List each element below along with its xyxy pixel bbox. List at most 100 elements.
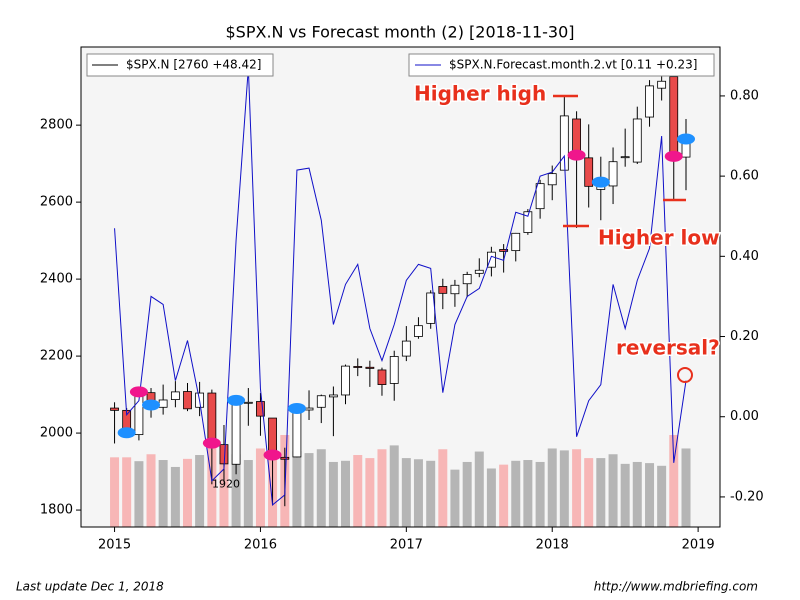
volume-bar (413, 459, 423, 527)
candle-body (280, 456, 290, 460)
candle-body (645, 85, 654, 118)
volume-bar (669, 435, 679, 527)
volume-bar (523, 460, 533, 527)
candle-body (256, 401, 265, 417)
volume-bar (195, 455, 205, 527)
y2-tick-label: 0.00 (730, 409, 759, 424)
candle-body (657, 80, 667, 89)
candle-body (547, 173, 557, 186)
volume-bar (620, 463, 630, 527)
candle-body (328, 394, 338, 398)
signal-marker (567, 149, 586, 161)
volume-bar (304, 453, 314, 527)
y-tick-label: 2600 (40, 195, 73, 210)
candle-body (632, 118, 642, 163)
volume-bar (462, 461, 472, 527)
y-tick-label: 2200 (40, 349, 73, 364)
y-tick-label: 2800 (40, 118, 73, 133)
candle-body (474, 269, 484, 274)
candle-body (669, 76, 679, 160)
signal-marker (227, 394, 246, 406)
candle-body (401, 340, 411, 357)
y-tick-label: 2000 (40, 426, 73, 441)
volume-bar (547, 448, 557, 527)
legend-label: $SPX.N.Forecast.month.2.vt [0.11 +0.23] (449, 58, 697, 72)
candle-body (170, 391, 180, 400)
volume-bar (584, 458, 594, 527)
signal-marker (287, 402, 306, 414)
plot (110, 67, 696, 527)
legend-right (408, 53, 715, 77)
candle-body (365, 366, 375, 369)
volume-bar (681, 448, 691, 527)
plot-frame (80, 46, 721, 528)
volume-bar (474, 451, 484, 527)
annotation: Higher low (598, 226, 720, 250)
signal-marker (664, 150, 683, 162)
candle-body (486, 251, 496, 268)
volume-bar (170, 466, 180, 527)
candle-body (110, 407, 119, 411)
signal-marker (591, 176, 610, 188)
forecast-line (114, 67, 687, 506)
candle-body (243, 401, 253, 404)
candle-body (231, 402, 241, 465)
volume-bar (365, 458, 375, 527)
annotation: Higher high (414, 82, 546, 106)
candle-body (462, 274, 472, 285)
candle-body (341, 365, 350, 396)
volume-bar (645, 463, 655, 527)
volume-bar (353, 455, 363, 527)
volume-bar (511, 460, 521, 527)
candle-body (511, 232, 521, 252)
volume-bar (110, 457, 120, 527)
volume-bar (572, 449, 582, 527)
footer-right: http://www.mdbriefing.com (594, 580, 758, 594)
volume-bar (535, 461, 545, 527)
candle-body (158, 399, 168, 408)
candle-body (584, 157, 594, 187)
volume-bar (486, 468, 496, 527)
volume-bar (401, 458, 411, 527)
candle-body (535, 183, 545, 210)
volume-bar (219, 452, 229, 527)
candle-body (523, 211, 533, 233)
candle-body (353, 366, 363, 368)
volume-bar (438, 449, 448, 527)
volume-bar (316, 449, 326, 527)
x-tick-label: 2015 (98, 538, 131, 553)
volume-bar (377, 449, 387, 527)
candle-body (450, 284, 460, 295)
volume-bar (292, 451, 302, 527)
volume-bar (450, 469, 460, 527)
candle-body (389, 356, 399, 384)
volume-bar (559, 450, 569, 527)
volume-bar (389, 445, 399, 527)
signal-marker (677, 133, 696, 145)
candle-body (608, 161, 618, 187)
volume-bar (134, 461, 144, 527)
candle-body (304, 407, 314, 411)
candle-body (499, 249, 509, 252)
signal-marker (263, 449, 282, 461)
y2-tick-label: 0.20 (730, 329, 759, 344)
y2-tick-label: -0.20 (730, 489, 764, 504)
candle-body (207, 392, 217, 445)
volume-bar (608, 454, 618, 527)
legend-left (86, 53, 274, 77)
plot-area (81, 47, 720, 527)
y2-tick-label: 0.60 (730, 169, 759, 184)
x-tick-label: 2016 (244, 538, 277, 553)
volume-bar (426, 460, 436, 527)
signal-marker (202, 437, 221, 449)
volume-bar (183, 458, 192, 527)
volume-bar (146, 454, 156, 527)
chart-title: $SPX.N vs Forecast month (2) [2018-11-30… (226, 23, 575, 42)
signal-marker (129, 386, 148, 398)
signal-marker (117, 427, 136, 439)
y2-tick-label: 0.40 (730, 249, 759, 264)
volume-bar (158, 460, 168, 527)
volume-bar (207, 445, 217, 527)
volume-bar (657, 465, 667, 527)
candle-body (183, 391, 192, 410)
